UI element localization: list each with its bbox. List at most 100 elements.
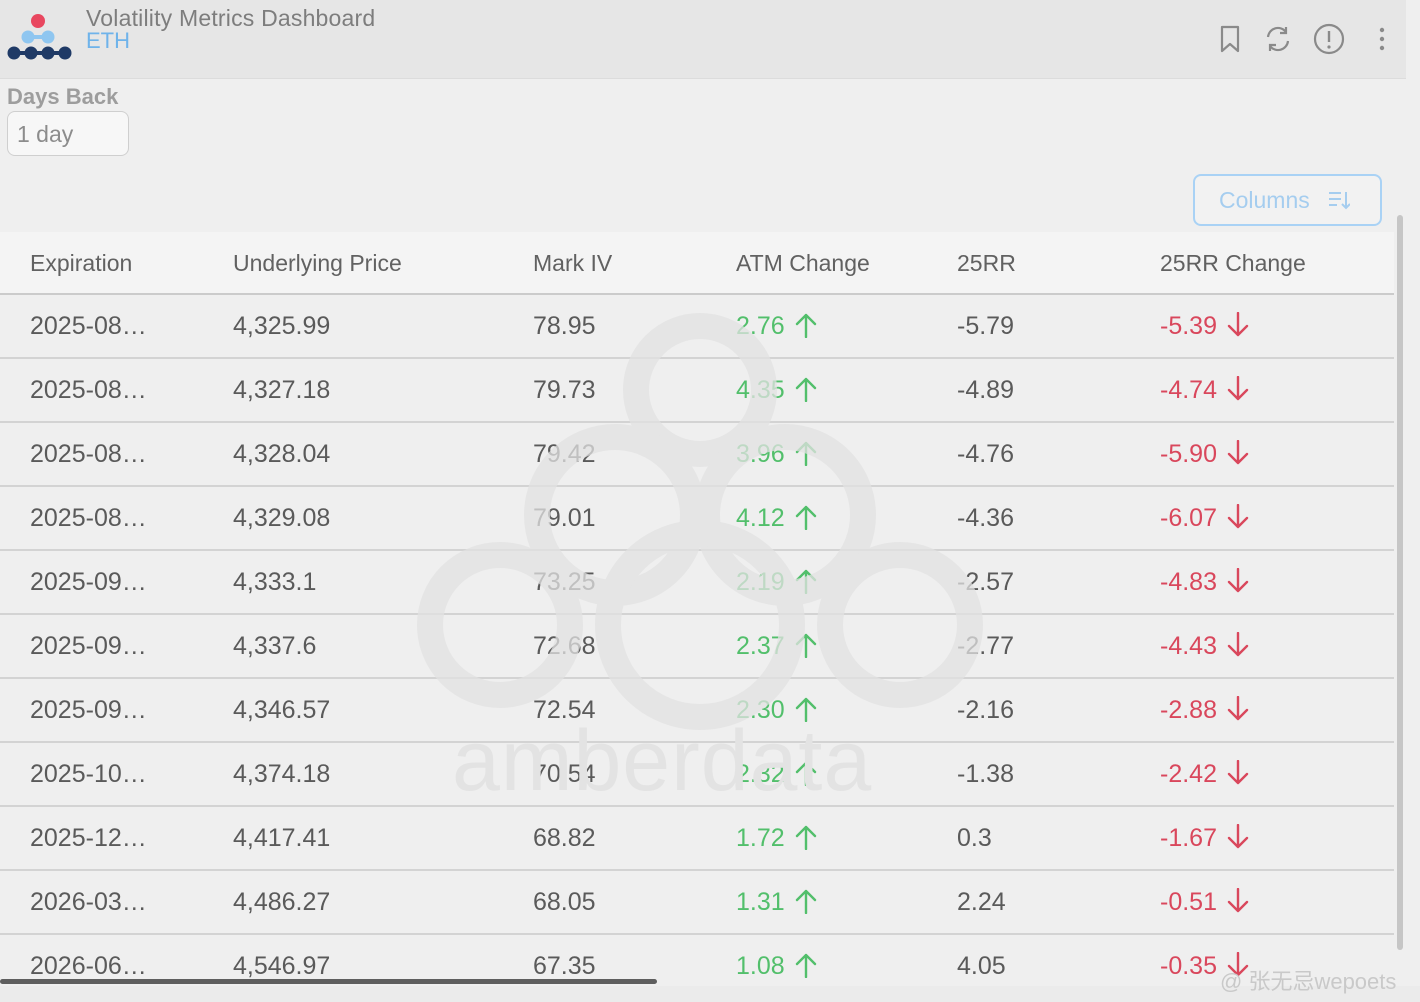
cell-mark-iv: 72.68 xyxy=(533,632,596,660)
cell-expiration: 2025-08… xyxy=(30,312,147,340)
cell-25rr-change: -2.42 xyxy=(1160,760,1249,789)
cell-expiration: 2025-09… xyxy=(30,632,147,660)
page-title: Volatility Metrics Dashboard xyxy=(86,5,376,31)
bookmark-icon[interactable] xyxy=(1214,22,1246,56)
arrow-up-icon xyxy=(785,632,817,660)
table-row[interactable]: 2025-08… 4,329.08 79.01 4.12 -4.36 -6.07 xyxy=(0,487,1394,551)
cell-atm-change: 2.30 xyxy=(736,696,817,725)
info-icon[interactable] xyxy=(1313,22,1345,56)
cell-25rr: 4.05 xyxy=(957,952,1006,980)
cell-atm-change: 1.72 xyxy=(736,824,817,853)
bottom-strip xyxy=(0,986,1420,1002)
table-row[interactable]: 2025-08… 4,327.18 79.73 4.35 -4.89 -4.74 xyxy=(0,359,1394,423)
cell-underlying-price: 4,374.18 xyxy=(233,760,331,788)
cell-25rr-change: -4.74 xyxy=(1160,376,1249,405)
cell-expiration: 2026-06… xyxy=(30,952,147,980)
arrow-up-icon xyxy=(785,888,817,916)
header-expiration[interactable]: Expiration xyxy=(30,250,133,276)
table-row[interactable]: 2026-03… 4,486.27 68.05 1.31 2.24 -0.51 xyxy=(0,871,1394,935)
table-row[interactable]: 2025-09… 4,346.57 72.54 2.30 -2.16 -2.88 xyxy=(0,679,1394,743)
cell-atm-change: 2.19 xyxy=(736,568,817,597)
table-row[interactable]: 2025-09… 4,337.6 72.68 2.37 -2.77 -4.43 xyxy=(0,615,1394,679)
cell-25rr: -2.16 xyxy=(957,696,1014,724)
arrow-down-icon xyxy=(1217,824,1249,852)
cell-underlying-price: 4,417.41 xyxy=(233,824,331,852)
arrow-up-icon xyxy=(785,568,817,596)
header-25rr-change[interactable]: 25RR Change xyxy=(1160,250,1306,276)
cell-mark-iv: 79.42 xyxy=(533,440,596,468)
table-row[interactable]: 2025-09… 4,333.1 73.25 2.19 -2.57 -4.83 xyxy=(0,551,1394,615)
cell-mark-iv: 73.25 xyxy=(533,568,596,596)
cell-mark-iv: 67.35 xyxy=(533,952,596,980)
cell-atm-change: 2.32 xyxy=(736,760,817,789)
cell-25rr-change: -5.39 xyxy=(1160,312,1249,341)
sort-lines-icon xyxy=(1328,192,1350,210)
cell-expiration: 2025-09… xyxy=(30,568,147,596)
cell-mark-iv: 70.54 xyxy=(533,760,596,788)
arrow-up-icon xyxy=(785,376,817,404)
arrow-down-icon xyxy=(1217,504,1249,532)
cell-atm-change: 2.76 xyxy=(736,312,817,341)
cell-25rr-change: -0.51 xyxy=(1160,888,1249,917)
cell-atm-change: 1.08 xyxy=(736,952,817,981)
horizontal-scrollbar[interactable] xyxy=(0,979,657,984)
cell-underlying-price: 4,325.99 xyxy=(233,312,331,340)
cell-25rr: -2.57 xyxy=(957,568,1014,596)
more-vertical-icon[interactable] xyxy=(1366,22,1398,56)
cell-underlying-price: 4,486.27 xyxy=(233,888,331,916)
header-mark-iv[interactable]: Mark IV xyxy=(533,250,613,276)
table-row[interactable]: 2025-12… 4,417.41 68.82 1.72 0.3 -1.67 xyxy=(0,807,1394,871)
days-back-label: Days Back xyxy=(7,84,119,109)
amberdata-logo-icon xyxy=(7,14,72,60)
arrow-down-icon xyxy=(1217,312,1249,340)
cell-25rr-change: -1.67 xyxy=(1160,824,1249,853)
cell-expiration: 2026-03… xyxy=(30,888,147,916)
days-back-select[interactable]: 1 day xyxy=(7,111,129,156)
cell-mark-iv: 68.05 xyxy=(533,888,596,916)
table-row[interactable]: 2025-08… 4,328.04 79.42 3.96 -4.76 -5.90 xyxy=(0,423,1394,487)
header-atm-change[interactable]: ATM Change xyxy=(736,250,870,276)
volatility-table: Expiration Underlying Price Mark IV ATM … xyxy=(0,232,1394,984)
cell-underlying-price: 4,333.1 xyxy=(233,568,317,596)
cell-mark-iv: 79.73 xyxy=(533,376,596,404)
table-row[interactable]: 2025-10… 4,374.18 70.54 2.32 -1.38 -2.42 xyxy=(0,743,1394,807)
header-underlying-price[interactable]: Underlying Price xyxy=(233,250,402,276)
cell-25rr: 2.24 xyxy=(957,888,1006,916)
arrow-down-icon xyxy=(1217,760,1249,788)
cell-expiration: 2025-09… xyxy=(30,696,147,724)
table-row[interactable]: 2025-08… 4,325.99 78.95 2.76 -5.79 -5.39 xyxy=(0,295,1394,359)
app-header: Volatility Metrics Dashboard ETH xyxy=(0,0,1406,79)
cell-25rr: -4.36 xyxy=(957,504,1014,532)
cell-25rr-change: -0.35 xyxy=(1160,952,1249,981)
cell-mark-iv: 78.95 xyxy=(533,312,596,340)
cell-25rr: -4.76 xyxy=(957,440,1014,468)
columns-button[interactable]: Columns xyxy=(1193,174,1382,226)
arrow-up-icon xyxy=(785,824,817,852)
cell-25rr-change: -6.07 xyxy=(1160,504,1249,533)
cell-25rr: 0.3 xyxy=(957,824,992,852)
table-row[interactable]: 2026-06… 4,546.97 67.35 1.08 4.05 -0.35 xyxy=(0,935,1394,984)
cell-atm-change: 1.31 xyxy=(736,888,817,917)
cell-expiration: 2025-10… xyxy=(30,760,147,788)
arrow-up-icon xyxy=(785,440,817,468)
arrow-up-icon xyxy=(785,312,817,340)
cell-expiration: 2025-08… xyxy=(30,504,147,532)
arrow-up-icon xyxy=(785,504,817,532)
cell-25rr: -5.79 xyxy=(957,312,1014,340)
arrow-down-icon xyxy=(1217,632,1249,660)
cell-25rr: -1.38 xyxy=(957,760,1014,788)
cell-underlying-price: 4,327.18 xyxy=(233,376,331,404)
cell-expiration: 2025-12… xyxy=(30,824,147,852)
cell-expiration: 2025-08… xyxy=(30,440,147,468)
cell-mark-iv: 68.82 xyxy=(533,824,596,852)
vertical-scrollbar[interactable] xyxy=(1397,215,1403,950)
refresh-icon[interactable] xyxy=(1262,22,1294,56)
arrow-down-icon xyxy=(1217,888,1249,916)
cell-mark-iv: 72.54 xyxy=(533,696,596,724)
header-25rr[interactable]: 25RR xyxy=(957,250,1016,276)
cell-25rr-change: -5.90 xyxy=(1160,440,1249,469)
arrow-down-icon xyxy=(1217,440,1249,468)
cell-underlying-price: 4,337.6 xyxy=(233,632,317,660)
columns-button-label: Columns xyxy=(1219,186,1310,213)
cell-25rr: -2.77 xyxy=(957,632,1014,660)
